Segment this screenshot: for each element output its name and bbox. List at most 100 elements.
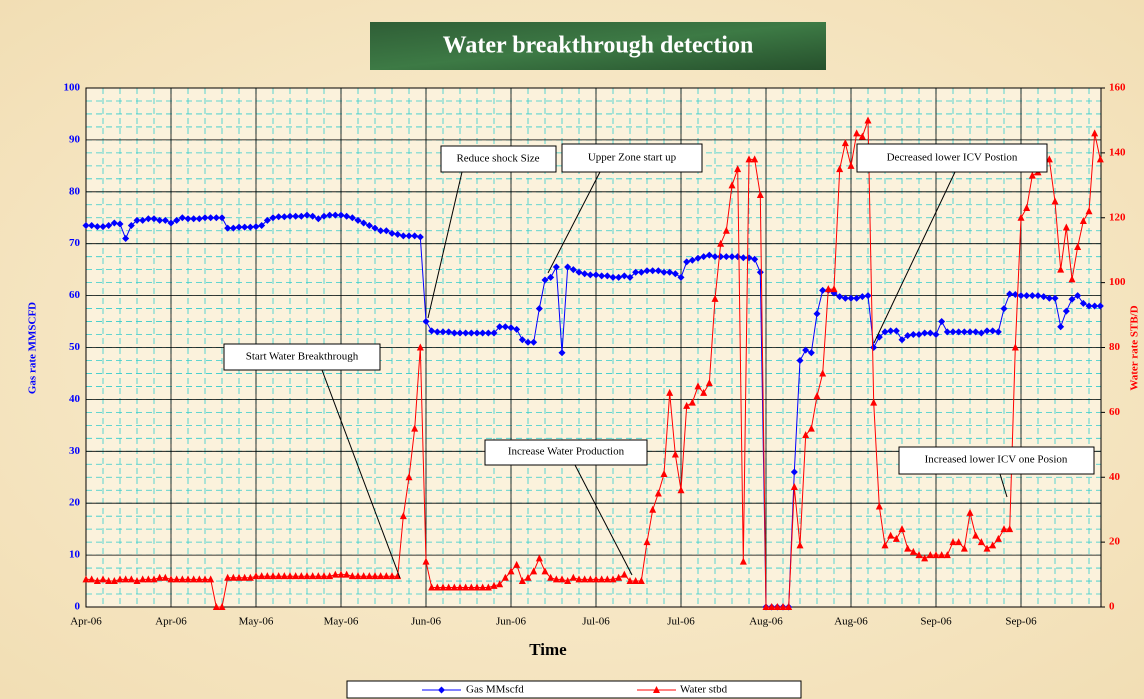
data-point <box>683 258 691 266</box>
y2-tick-label: 160 <box>1109 82 1126 94</box>
legend-marker <box>653 686 660 693</box>
data-point <box>1057 323 1065 331</box>
y2-tick-label: 140 <box>1109 146 1126 158</box>
data-point <box>518 577 526 585</box>
data-point <box>892 327 900 335</box>
data-point <box>507 324 515 332</box>
data-point <box>875 502 883 510</box>
annotations <box>223 143 1095 579</box>
data-point <box>841 294 849 302</box>
data-point <box>190 575 198 583</box>
data-point <box>263 572 271 580</box>
data-point <box>309 212 317 220</box>
data-point <box>1028 292 1036 300</box>
data-point <box>541 276 549 284</box>
data-point <box>348 214 356 222</box>
annotation-box <box>561 143 703 173</box>
annotation-arrow <box>547 171 601 274</box>
data-point <box>966 508 974 516</box>
annotation-arrow <box>999 473 1008 498</box>
data-point <box>632 577 640 585</box>
y2-tick-label: 40 <box>1109 471 1121 483</box>
data-point <box>739 254 747 262</box>
data-point <box>99 223 107 231</box>
data-point <box>870 398 878 406</box>
data-point <box>428 583 436 591</box>
data-point <box>977 329 985 337</box>
data-point <box>246 573 254 581</box>
data-point <box>530 338 538 346</box>
data-point <box>1096 302 1104 310</box>
data-point <box>790 468 798 476</box>
data-point <box>433 583 441 591</box>
data-point <box>156 216 164 224</box>
data-point <box>354 216 362 224</box>
data-point <box>445 328 453 336</box>
data-point <box>768 603 776 610</box>
legend: Gas MMscfd Water stbd <box>422 684 728 696</box>
data-point <box>382 227 390 235</box>
data-point <box>779 603 787 610</box>
data-point <box>201 575 209 583</box>
y2-tick-label: 20 <box>1109 536 1121 548</box>
data-point <box>445 583 453 591</box>
y-tick-label: 30 <box>69 445 81 457</box>
data-point <box>280 213 288 221</box>
legend-marker <box>438 686 445 694</box>
data-point <box>1091 302 1099 310</box>
data-point <box>490 329 498 337</box>
data-point <box>399 232 407 240</box>
data-point <box>467 583 475 591</box>
data-point <box>705 379 713 387</box>
data-point <box>518 336 526 344</box>
data-point <box>1068 295 1076 303</box>
data-point <box>456 329 464 337</box>
data-point <box>258 222 266 230</box>
data-point <box>558 349 566 357</box>
data-point <box>683 401 691 409</box>
data-point <box>524 338 532 346</box>
data-point <box>235 573 243 581</box>
data-point <box>943 328 951 336</box>
data-point <box>1028 171 1036 179</box>
data-point <box>348 572 356 580</box>
data-point <box>224 224 232 232</box>
data-point <box>841 139 849 147</box>
data-point <box>269 214 277 222</box>
data-point <box>207 214 215 222</box>
data-point <box>450 583 458 591</box>
data-point <box>926 329 934 337</box>
data-point <box>173 575 181 583</box>
data-point <box>303 211 311 219</box>
data-point <box>224 573 232 581</box>
data-point <box>592 575 600 583</box>
data-point <box>660 470 668 478</box>
data-point <box>960 328 968 336</box>
y-tick-label: 0 <box>75 601 81 613</box>
data-point <box>167 219 175 227</box>
data-point <box>156 573 164 581</box>
data-point <box>819 369 827 377</box>
data-point <box>82 575 90 583</box>
data-point <box>802 431 810 439</box>
data-point <box>377 572 385 580</box>
data-point <box>292 572 300 580</box>
data-point <box>144 215 152 223</box>
data-point <box>870 344 878 351</box>
data-point <box>507 567 515 575</box>
legend-label: Gas MMscfd <box>466 684 524 696</box>
data-point <box>915 331 923 339</box>
data-point <box>411 424 419 432</box>
data-point <box>541 567 549 575</box>
annotation-box <box>440 145 557 173</box>
data-point <box>331 211 339 219</box>
data-point <box>1062 307 1070 315</box>
data-point <box>110 219 118 227</box>
data-point <box>688 398 696 406</box>
data-point <box>416 343 424 351</box>
data-point <box>473 583 481 591</box>
y-tick-label: 40 <box>69 393 81 405</box>
data-point <box>269 572 277 580</box>
x-tick-label: Apr-06 <box>155 616 187 628</box>
data-point <box>598 272 606 280</box>
